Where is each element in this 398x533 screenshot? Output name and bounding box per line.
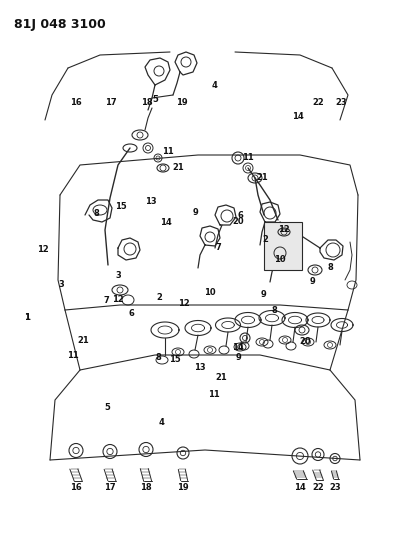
Text: 23: 23 — [336, 99, 347, 107]
Text: 11: 11 — [162, 148, 174, 157]
Bar — [264, 222, 302, 270]
Text: 9: 9 — [261, 290, 267, 298]
Text: 10: 10 — [204, 288, 216, 296]
Text: 12: 12 — [112, 295, 124, 304]
Text: 11: 11 — [66, 351, 78, 360]
Text: 20: 20 — [299, 337, 311, 346]
Text: 1: 1 — [24, 313, 30, 321]
Text: 5: 5 — [105, 403, 110, 412]
Text: 7: 7 — [215, 244, 221, 253]
Text: 8: 8 — [327, 263, 333, 272]
Text: 21: 21 — [77, 336, 89, 344]
Text: 9: 9 — [235, 353, 241, 362]
Text: 12: 12 — [37, 245, 49, 254]
Text: 22: 22 — [312, 483, 324, 492]
Text: 13: 13 — [144, 197, 156, 206]
Text: 10: 10 — [274, 255, 286, 264]
Text: 9: 9 — [192, 208, 198, 216]
Text: 81J 048 3100: 81J 048 3100 — [14, 18, 106, 31]
Text: 4: 4 — [212, 80, 218, 90]
Text: 16: 16 — [70, 483, 82, 492]
Text: 19: 19 — [176, 99, 188, 107]
Text: 14: 14 — [160, 219, 172, 227]
Text: 21: 21 — [215, 373, 227, 382]
Text: 18: 18 — [140, 483, 152, 492]
Text: 6: 6 — [237, 211, 243, 220]
Text: 15: 15 — [115, 203, 127, 211]
Text: 13: 13 — [194, 364, 206, 373]
Text: 23: 23 — [329, 483, 341, 492]
Text: 8: 8 — [94, 209, 99, 217]
Text: 12: 12 — [278, 225, 290, 235]
Text: 12: 12 — [178, 300, 190, 308]
Text: 9: 9 — [309, 278, 315, 287]
Text: 19: 19 — [177, 483, 189, 492]
Text: 16: 16 — [70, 99, 82, 107]
Text: 5: 5 — [152, 95, 158, 104]
Text: 3: 3 — [59, 280, 64, 289]
Text: 17: 17 — [104, 483, 116, 492]
Text: 20: 20 — [232, 217, 244, 225]
Text: 2: 2 — [156, 293, 162, 302]
Text: 8: 8 — [272, 306, 277, 314]
Text: 4: 4 — [158, 418, 164, 427]
Text: 7: 7 — [104, 296, 109, 304]
Text: 3: 3 — [115, 271, 121, 279]
Text: 21: 21 — [172, 164, 184, 173]
Text: 22: 22 — [312, 99, 324, 107]
Text: 1: 1 — [24, 313, 30, 322]
Text: 14: 14 — [232, 343, 244, 352]
Text: 21: 21 — [256, 174, 268, 182]
Text: 18: 18 — [140, 99, 152, 107]
Text: 14: 14 — [292, 112, 304, 120]
Text: 6: 6 — [129, 309, 134, 318]
Text: 11: 11 — [208, 390, 220, 399]
Text: 17: 17 — [105, 99, 117, 107]
Text: 8: 8 — [155, 353, 161, 362]
Text: 2: 2 — [262, 236, 268, 245]
Text: 11: 11 — [242, 154, 254, 163]
Text: 15: 15 — [169, 356, 181, 365]
Text: 14: 14 — [294, 483, 306, 492]
